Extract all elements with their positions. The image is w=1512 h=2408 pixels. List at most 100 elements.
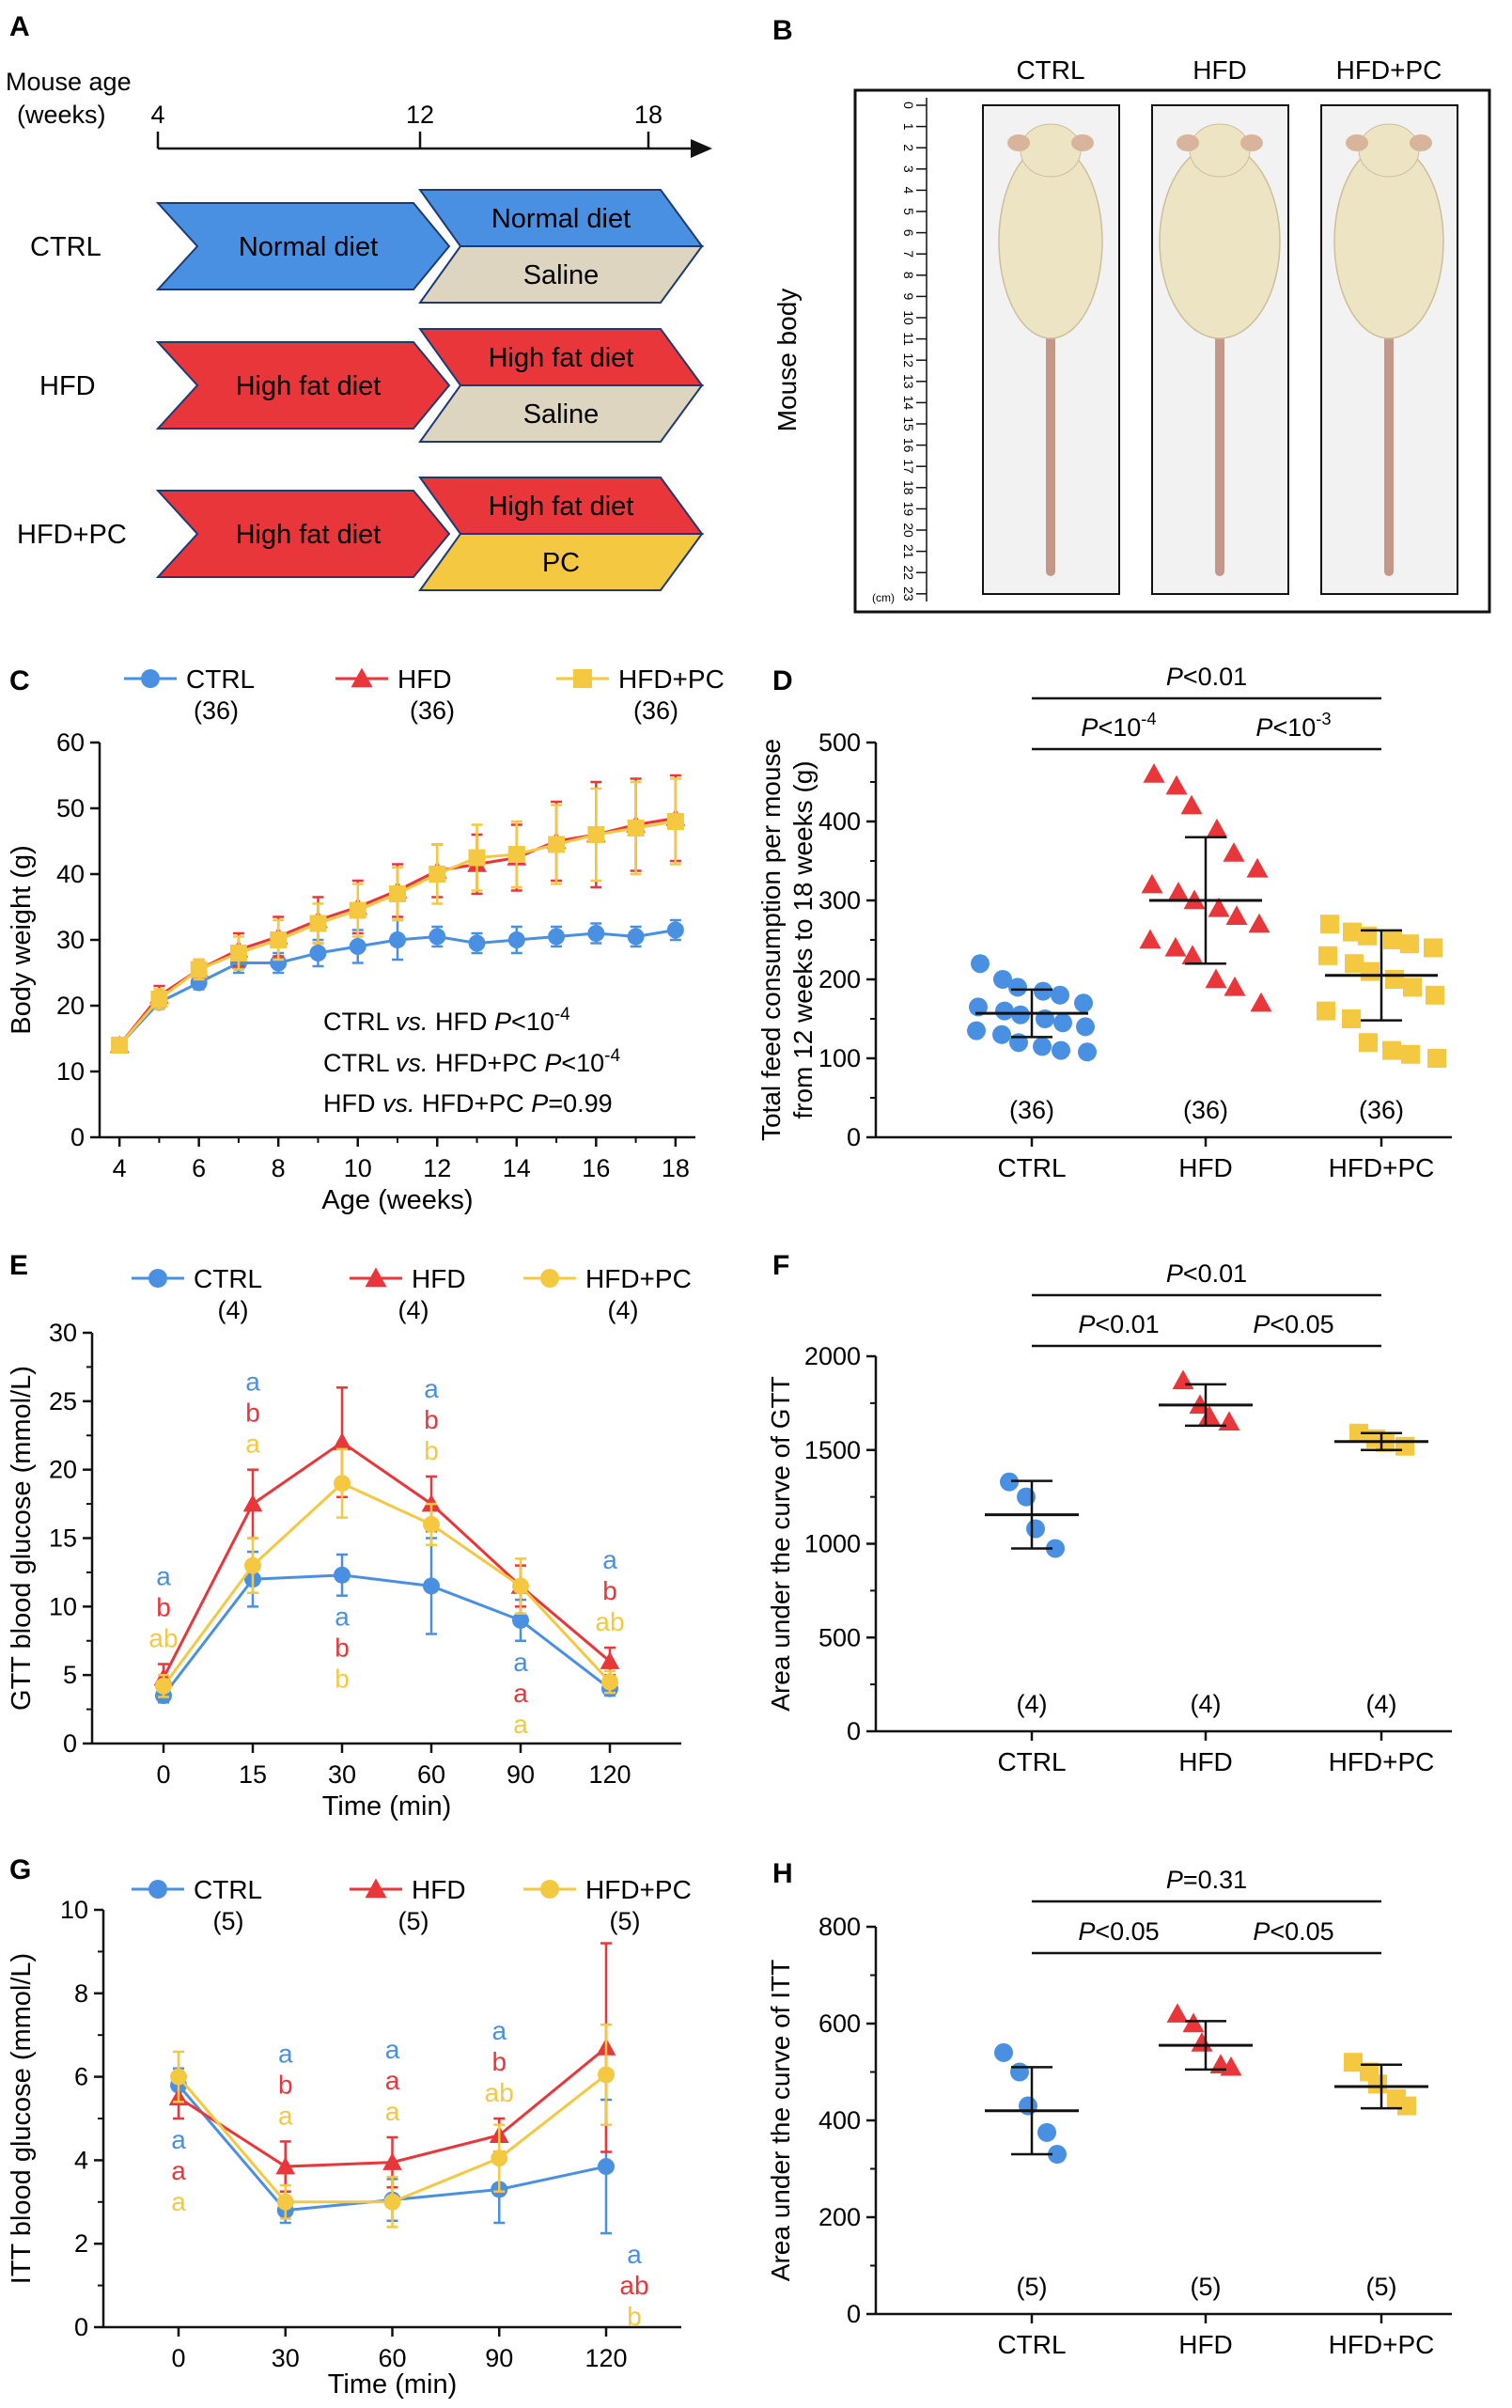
n-label: (4) (1366, 1690, 1397, 1718)
y-tick-label: 20 (56, 992, 85, 1020)
data-point (1220, 2056, 1242, 2076)
panel-label-a: A (9, 11, 30, 42)
data-point (1166, 2003, 1189, 2023)
y-tick-label: 500 (818, 728, 861, 757)
photo-group-label: HFD+PC (1336, 55, 1442, 85)
mouse-body-label: Mouse body (772, 289, 802, 432)
legend-label: CTRL (194, 1264, 262, 1293)
legend-marker (540, 1880, 559, 1899)
data-point (512, 1577, 529, 1595)
data-point (1052, 1040, 1070, 1060)
mouse-ear (1007, 134, 1030, 151)
sig-p-value: P<0.01 (1166, 1259, 1247, 1288)
data-point (507, 846, 525, 863)
y-tick-label: 1000 (804, 1530, 861, 1558)
sig-letter: b (245, 1399, 260, 1428)
sig-letter: a (335, 1603, 350, 1632)
y-axis-label: Body weight (g) (7, 845, 37, 1035)
data-point (1046, 1539, 1065, 1558)
legend-marker (365, 1267, 387, 1288)
y-tick-label: 8 (74, 1979, 88, 2008)
legend-n: (4) (398, 1296, 429, 1324)
sig-letter: b (335, 1634, 350, 1663)
data-point (1382, 1040, 1401, 1060)
x-tick-label: 120 (585, 2344, 627, 2372)
ruler-number: 11 (901, 332, 916, 346)
sig-letter: b (335, 1665, 350, 1694)
data-point (1344, 2053, 1363, 2072)
legend-n: (4) (218, 1296, 249, 1324)
x-tick-label: CTRL (997, 1747, 1066, 1776)
data-point (601, 1673, 618, 1691)
x-tick-label: CTRL (997, 2330, 1066, 2359)
x-tick-label: 4 (113, 1154, 127, 1182)
mouse-photos: CTRL HFD HFD+PC012345678910111213141516171… (872, 55, 1458, 604)
legend-n: (36) (194, 696, 239, 725)
second-diet-bottom (418, 384, 704, 443)
second-diet-bottom (418, 533, 704, 591)
legend-marker (351, 667, 373, 688)
data-point (1403, 977, 1422, 997)
legend-label: HFD (412, 1264, 466, 1293)
legend-label: CTRL (194, 1875, 262, 1904)
data-point (429, 928, 446, 946)
x-tick-label: 16 (582, 1154, 610, 1182)
x-tick-label: HFD+PC (1329, 1747, 1435, 1776)
data-point (155, 1677, 172, 1695)
ruler-number: 18 (901, 480, 916, 495)
sig-letter: a (424, 1374, 439, 1403)
sig-letter: a (602, 1545, 617, 1574)
data-point (150, 991, 168, 1008)
sig-letter: b (156, 1593, 171, 1622)
legend-n: (4) (608, 1296, 639, 1324)
y-tick-label: 40 (56, 860, 85, 888)
x-tick-label: 12 (423, 1154, 451, 1182)
data-point (309, 945, 327, 962)
data-point (382, 2152, 402, 2170)
data-point (1427, 1049, 1446, 1068)
y-axis-label: Area under the curve of GTT (766, 1376, 795, 1711)
diet-rows: CTRL Normal diet Normal diet Saline HFD High … (17, 189, 704, 591)
x-tick-label: HFD+PC (1329, 2330, 1435, 2359)
data-point (1034, 981, 1052, 1001)
mouse-ear (1410, 134, 1432, 151)
data-point (334, 1475, 351, 1493)
panel-c: C 0 10 20 30 40 50 60 4 6 8 10 12 14 16 18 Age (weeks) B… (7, 665, 725, 1215)
n-label: (5) (1191, 2273, 1222, 2301)
second-diet-top-label: Normal diet (491, 204, 631, 234)
first-diet-label: High fat diet (236, 520, 382, 550)
first-diet-label: Normal diet (239, 232, 378, 262)
legend-n: (5) (213, 1907, 244, 1935)
panel-f: F 0 500 1000 1500 2000 CTRL (4) HFD (4) HFD+PC (4)… (766, 1250, 1452, 1776)
data-point (598, 2066, 615, 2084)
first-diet-arrow (155, 202, 451, 290)
group-label: HFD+PC (17, 520, 127, 550)
legend-label: HFD+PC (618, 665, 725, 694)
x-tick-label: 18 (662, 1154, 690, 1182)
series-ctrl (155, 1537, 618, 1705)
sig-letter: ab (595, 1607, 624, 1636)
x-tick-label: HFD+PC (1329, 1153, 1435, 1182)
photo-group-label: HFD (1192, 55, 1247, 85)
x-tick-label: 8 (272, 1154, 286, 1182)
x-tick-label: CTRL (997, 1153, 1066, 1182)
second-diet-top-label: High fat diet (489, 343, 634, 373)
age-tick-12: 12 (406, 101, 434, 129)
data-point (992, 1024, 1011, 1044)
ruler-number: 7 (901, 250, 916, 258)
group-hfd-pc (1334, 2053, 1428, 2116)
sig-letter: b (424, 1405, 439, 1434)
stat-line: HFD vs. HFD+PC P=0.99 (323, 1089, 613, 1118)
data-point (627, 928, 645, 946)
sig-letter: a (278, 2101, 293, 2130)
data-point (423, 1515, 440, 1533)
x-tick-label: 90 (485, 2344, 513, 2372)
data-point (276, 2193, 294, 2211)
ruler-number: 4 (901, 187, 916, 195)
y-tick-label: 500 (818, 1623, 861, 1651)
data-point (587, 826, 605, 843)
group-hfd (1139, 763, 1272, 1012)
group-ctrl (967, 954, 1097, 1062)
x-tick-label: 30 (328, 1760, 356, 1789)
y-tick-label: 15 (49, 1525, 77, 1553)
